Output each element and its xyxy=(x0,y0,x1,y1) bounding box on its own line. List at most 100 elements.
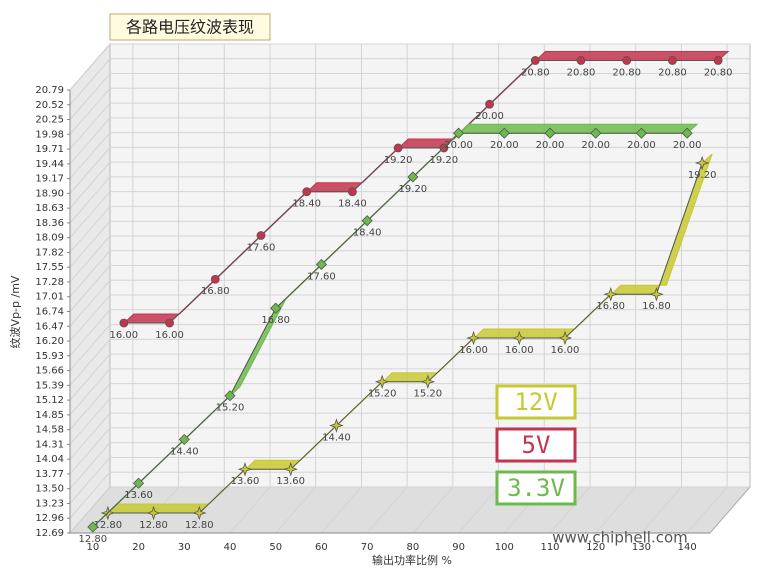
legend-box xyxy=(495,470,577,506)
data-label: 13.60 xyxy=(124,490,153,501)
grid-line xyxy=(69,309,111,357)
y-tick-label: 16.47 xyxy=(35,321,64,332)
grid-line xyxy=(69,176,111,224)
data-label: 16.80 xyxy=(261,315,290,326)
marker xyxy=(453,127,465,139)
data-label: 18.40 xyxy=(292,199,321,210)
grid-line xyxy=(69,383,111,430)
grid-line xyxy=(69,250,111,298)
data-label: 20.00 xyxy=(444,140,473,151)
marker xyxy=(237,461,253,477)
grid-line xyxy=(69,457,111,504)
data-label: 15.20 xyxy=(414,389,443,400)
data-label: 20.80 xyxy=(658,67,687,78)
marker xyxy=(119,318,129,328)
marker xyxy=(374,374,390,389)
marker xyxy=(590,127,602,139)
grid-line xyxy=(69,206,111,253)
data-label: 15.20 xyxy=(368,389,397,400)
data-label: 19.20 xyxy=(399,184,428,195)
y-tick-label: 15.93 xyxy=(35,351,64,362)
y-tick-label: 14.04 xyxy=(35,454,64,465)
grid-line xyxy=(69,117,111,165)
data-label: 20.00 xyxy=(581,140,610,151)
data-label: 13.60 xyxy=(231,476,260,487)
grid-line xyxy=(69,398,111,445)
grid-line xyxy=(321,486,362,534)
data-label: 16.00 xyxy=(505,345,534,356)
grid-line xyxy=(69,58,111,106)
marker xyxy=(649,286,664,302)
x-tick-label: 100 xyxy=(495,542,514,553)
y-tick-label: 13.50 xyxy=(35,484,64,495)
marker xyxy=(146,505,161,521)
grid-line xyxy=(69,412,111,460)
x-tick-label: 30 xyxy=(178,542,191,553)
marker xyxy=(270,302,282,314)
x-tick-label: 80 xyxy=(406,542,419,553)
y-tick-label: 12.69 xyxy=(35,528,64,539)
marker xyxy=(210,274,220,284)
marker xyxy=(512,330,527,346)
legend-label: 12V xyxy=(514,388,557,416)
grid-line xyxy=(69,353,111,401)
data-label: 19.20 xyxy=(384,155,413,166)
grid-line xyxy=(69,471,111,519)
data-label: 12.80 xyxy=(139,520,168,531)
legend-box xyxy=(495,384,577,420)
y-tick-label: 18.90 xyxy=(35,188,64,199)
x-tick-label: 20 xyxy=(132,542,145,553)
data-label: 20.80 xyxy=(612,67,641,78)
y-tick-label: 19.17 xyxy=(35,174,64,185)
x-axis-label: 输出功率比例 % xyxy=(372,553,452,567)
grid-line xyxy=(69,324,111,371)
grid-line xyxy=(366,486,408,534)
marker xyxy=(133,477,145,489)
grid-line xyxy=(686,486,728,534)
y-tick-label: 15.39 xyxy=(35,380,64,391)
marker xyxy=(348,187,357,197)
watermark: www.chiphell.com xyxy=(552,529,688,547)
grid-line xyxy=(69,235,111,283)
x-tick-label: 40 xyxy=(224,542,237,553)
legend-box xyxy=(495,427,577,463)
marker xyxy=(576,56,586,65)
y-axis-label: 纹波Vp-p /mV xyxy=(8,275,22,348)
x-tick-label: 90 xyxy=(452,542,465,553)
y-tick-label: 14.58 xyxy=(35,425,64,436)
data-label: 18.40 xyxy=(338,199,367,210)
x-tick-label: 60 xyxy=(315,542,328,553)
data-label: 20.80 xyxy=(567,67,596,78)
marker xyxy=(603,286,618,302)
grid-line xyxy=(183,486,225,534)
data-label: 19.20 xyxy=(688,170,717,181)
grid-line xyxy=(69,43,111,91)
grid-line xyxy=(69,161,111,209)
grid-line xyxy=(69,220,111,268)
legend: 12V 5V 3.3V xyxy=(495,384,577,506)
grid-line xyxy=(69,147,111,194)
x-tick-label: 110 xyxy=(540,542,559,553)
grid-line xyxy=(275,486,317,534)
data-label: 20.00 xyxy=(536,140,565,151)
grid-line xyxy=(69,265,111,312)
marker xyxy=(315,258,327,271)
data-label: 20.00 xyxy=(490,140,519,151)
y-tick-label: 16.74 xyxy=(35,307,64,318)
grid-line xyxy=(549,486,591,534)
grid-line xyxy=(69,102,111,150)
grid-line xyxy=(229,486,271,534)
marker xyxy=(178,433,190,446)
grid-line xyxy=(69,191,111,238)
data-label: 15.20 xyxy=(216,403,245,414)
y-tick-label: 14.31 xyxy=(35,439,64,450)
marker xyxy=(393,143,403,153)
y-tick-label: 18.36 xyxy=(35,218,64,229)
y-tick-label: 17.28 xyxy=(35,277,64,288)
marker xyxy=(681,127,693,139)
grid-line xyxy=(69,339,111,386)
marker xyxy=(498,127,510,139)
marker xyxy=(530,56,540,65)
data-label: 20.00 xyxy=(475,111,504,122)
